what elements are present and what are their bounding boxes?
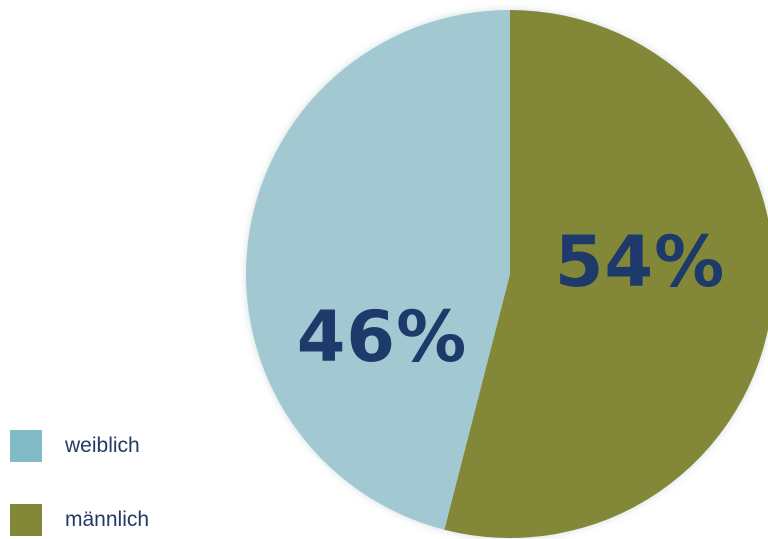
pie-slices (246, 9, 768, 538)
pie-slice-weiblich (246, 9, 510, 530)
slice-value-label-weiblich: 46% (297, 296, 468, 378)
legend-swatch-weiblich (10, 430, 42, 462)
pie-value-labels: 46% 54% (297, 221, 726, 378)
pie-slice-maennlich (444, 10, 768, 538)
legend-label-maennlich: männlich (65, 508, 150, 531)
legend-swatch-maennlich (10, 504, 42, 536)
legend-item-weiblich: weiblich (10, 430, 230, 462)
legend-label-weiblich: weiblich (65, 434, 140, 457)
slice-value-label-maennlich: 54% (555, 221, 726, 303)
legend-item-maennlich: männlich (10, 504, 230, 536)
